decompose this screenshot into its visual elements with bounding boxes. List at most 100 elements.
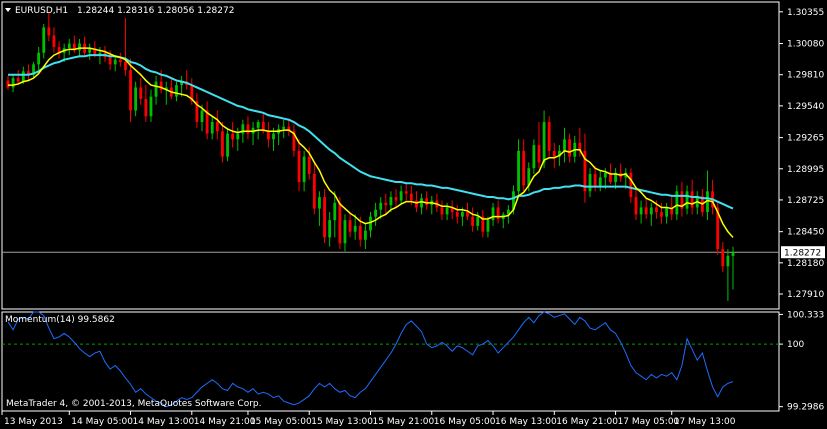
candle-body [21,71,25,82]
candle [11,74,15,93]
candle [134,81,138,117]
momentum-tick-label: 100.333 [787,310,824,320]
candle-body [399,191,403,201]
candle-body [256,122,260,128]
candle [52,27,56,53]
candle-body [440,207,444,215]
candle-body [568,139,572,157]
candle-body [78,43,81,51]
momentum-tick-label: 100 [787,340,804,350]
candle-body [144,98,148,117]
time-tick-label: 13 May 2013 [4,417,63,427]
candle [215,110,219,140]
time-axis[interactable]: 13 May 2013 14 May 05:00 14 May 13:00 14 Ma… [1,411,736,427]
time-tick-label: 14 May 21:00 [194,417,256,427]
candle [404,182,408,201]
candle-body [266,131,270,140]
candle-body [486,220,490,232]
candle [144,85,148,123]
candle [649,202,653,226]
symbol-label: EURUSD,H1 [15,6,68,16]
candle-body [634,197,638,215]
price-tick-label: 1.28725 [787,196,824,206]
candle-body [88,48,92,53]
candle-body [226,133,229,157]
candle [129,58,132,123]
price-axis[interactable]: 1.30355 1.30080 1.29810 1.29540 1.29265 1.289… [779,8,825,300]
candle-body [624,172,628,178]
candle-body [297,150,301,183]
candle [726,248,730,301]
candle-body [118,59,122,63]
candle [164,81,168,105]
candle-body [363,230,367,240]
candle-body [93,48,97,56]
candle [47,12,51,42]
candle-body [517,150,520,192]
price-tick-label: 1.30355 [787,8,824,18]
momentum-line [7,311,734,408]
time-tick-label: 16 May 21:00 [556,417,618,427]
candle [552,142,556,169]
candle-body [415,200,418,208]
candle-body [721,248,725,267]
candle [517,139,520,198]
candle-body [37,52,41,65]
candle-body [506,209,510,215]
candle-body [57,47,61,53]
candle-body [716,207,720,249]
candle [578,127,582,157]
candle-body [221,131,224,157]
candle-body [680,191,684,209]
momentum-panel[interactable]: 100.333 100 99.2986 [1,310,824,413]
candle-body [731,252,735,256]
candle [42,23,46,59]
candle [665,202,669,224]
candle-body [27,71,30,75]
candle [363,223,367,249]
candle-body [348,220,352,232]
candle [420,193,423,215]
candle-body [466,212,469,217]
momentum-tick-label: 99.2986 [787,403,824,413]
ohlc-label: 1.28244 1.28316 1.28056 1.28272 [77,6,234,16]
candle [6,75,10,90]
candle [634,188,638,221]
candle-body [328,220,332,238]
candle [547,116,551,157]
candle-body [343,220,347,244]
time-tick-label: 14 May 13:00 [133,417,195,427]
candle-body [338,202,342,244]
time-tick-label: 16 May 13:00 [495,417,557,427]
candle [154,75,158,105]
price-panel[interactable] [1,1,780,310]
candle [384,193,388,215]
candle-body [374,209,378,217]
candle [282,119,286,139]
candle [537,122,541,169]
candle-body [706,191,709,213]
candle-body [726,255,730,267]
time-tick-label: 16 May 05:00 [434,417,496,427]
chart-header: EURUSD,H1 1.28244 1.28316 1.28056 1.2827… [5,6,234,16]
candle [706,170,709,221]
candle [205,101,209,140]
candle [379,197,383,219]
candle [210,116,214,140]
candle-body [639,207,643,215]
current-price-badge [781,246,825,259]
candle-body [593,173,597,186]
candle-body [404,191,408,194]
candle [88,43,92,60]
candle [226,127,229,162]
candle-body [282,126,286,129]
candle [323,188,326,244]
candle-body [598,177,602,186]
candle-body [246,124,250,134]
candle-body [420,198,423,208]
candle [685,185,689,215]
copyright-label: MetaTrader 4, © 2001-2013, MetaQuotes So… [6,399,262,409]
candle-body [665,207,669,217]
dropdown-triangle-icon[interactable] [5,8,11,12]
